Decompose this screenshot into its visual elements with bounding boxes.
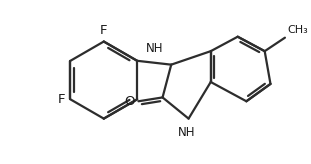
Text: F: F — [100, 24, 108, 37]
Text: NH: NH — [146, 42, 163, 55]
Text: CH₃: CH₃ — [288, 25, 309, 35]
Text: O: O — [124, 95, 135, 108]
Text: F: F — [58, 93, 66, 106]
Text: NH: NH — [178, 126, 195, 139]
